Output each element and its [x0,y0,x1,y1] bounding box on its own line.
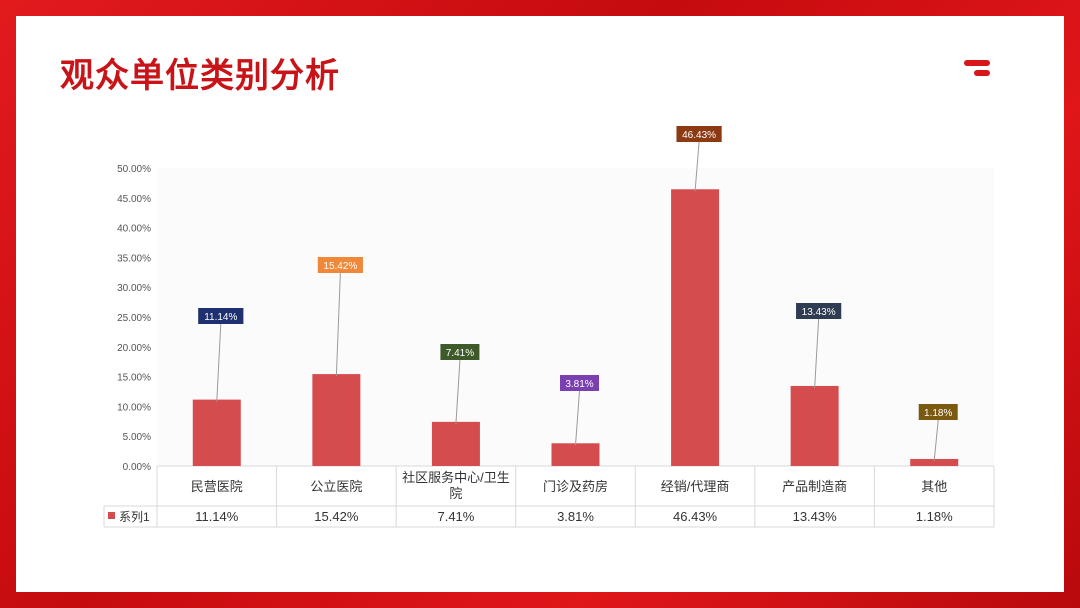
legend-key-swatch [108,512,115,519]
y-tick-label: 5.00% [123,432,151,443]
bar-4 [551,443,600,466]
bar-2 [312,374,361,466]
bar-3 [431,421,480,466]
bar-1 [192,399,241,466]
data-label-leader [455,359,461,424]
x-category-label: 产品制造商 [782,479,847,494]
data-label: 13.43% [802,307,836,318]
data-label: 11.14% [204,312,237,323]
table-value: 1.18% [916,509,953,524]
data-label-leader [933,419,939,462]
table-value: 46.43% [673,509,718,524]
data-label: 7.41% [446,348,474,359]
table-value: 3.81% [557,509,594,524]
y-tick-label: 45.00% [117,194,151,205]
data-label: 15.42% [323,261,357,272]
y-tick-label: 50.00% [117,164,151,175]
table-value: 7.41% [437,509,474,524]
x-category-label: 经销/代理商 [661,479,730,494]
x-category-label: 社区服务中心/卫生 [402,470,510,485]
y-tick-label: 40.00% [117,224,151,235]
data-label-box [560,375,599,391]
bar-5 [671,189,720,466]
y-tick-label: 15.00% [117,373,151,384]
x-category-label: 其他 [921,479,947,494]
y-tick-label: 35.00% [117,253,151,264]
data-label-box [796,303,842,319]
x-category-label: 门诊及药房 [543,479,608,494]
data-label-leader [814,318,820,388]
x-category-label: 院 [449,486,462,501]
table-value: 11.14% [195,509,239,524]
data-label-leader [216,323,222,402]
data-label: 1.18% [924,408,952,419]
data-label-box [440,344,480,360]
table-value: 13.43% [793,509,838,524]
data-label-box [676,126,722,142]
data-label: 3.81% [565,379,593,390]
data-label-box [918,404,958,420]
data-label-leader [575,390,580,446]
bar-6 [790,385,839,466]
x-category-label: 民营医院 [191,479,243,494]
page-title: 观众单位类别分析 [60,56,340,96]
y-tick-label: 10.00% [117,402,151,413]
y-tick-label: 25.00% [117,313,151,324]
brand-logo-icon [964,58,994,80]
x-category-label: 公立医院 [310,479,362,494]
data-label-leader [335,272,341,377]
y-tick-label: 30.00% [117,283,151,294]
y-tick-label: 0.00% [123,462,151,473]
y-tick-label: 20.00% [117,343,151,354]
data-label-box [317,257,363,273]
plot-area [157,168,994,466]
data-label: 46.43% [682,130,716,141]
table-value: 15.42% [314,509,359,524]
data-label-leader [694,141,700,192]
legend-key-label: 系列1 [119,510,150,524]
bar-7 [910,458,959,466]
data-label-box [198,308,244,324]
